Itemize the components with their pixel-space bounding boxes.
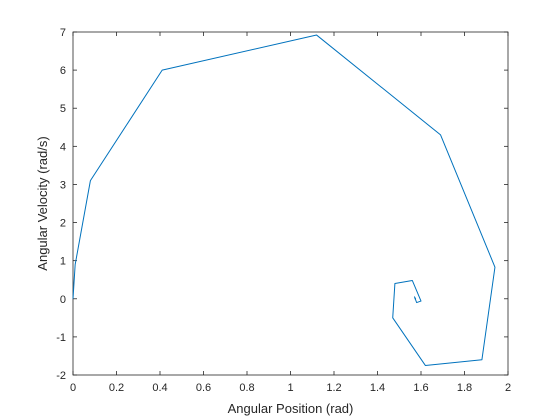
y-tick-label: 2 bbox=[60, 218, 66, 230]
y-tick-label: 7 bbox=[60, 27, 66, 39]
x-tick-label: 0.2 bbox=[109, 382, 124, 394]
y-tick-label: 6 bbox=[60, 65, 66, 77]
x-tick-label: 1.2 bbox=[326, 382, 341, 394]
x-tick-label: 0.4 bbox=[152, 382, 167, 394]
y-tick-label: 5 bbox=[60, 103, 66, 115]
y-tick-label: 1 bbox=[60, 256, 66, 268]
y-tick-label: 4 bbox=[60, 141, 66, 153]
y-tick-label: -2 bbox=[56, 370, 66, 382]
x-tick-label: 1.8 bbox=[457, 382, 472, 394]
x-tick-label: 1.4 bbox=[370, 382, 385, 394]
x-axis-label: Angular Position (rad) bbox=[228, 401, 354, 416]
y-tick-label: 0 bbox=[60, 294, 66, 306]
x-tick-label: 2 bbox=[505, 382, 511, 394]
y-tick-label: 3 bbox=[60, 179, 66, 191]
plot-area bbox=[72, 31, 509, 376]
y-tick-label: -1 bbox=[56, 332, 66, 344]
x-tick-label: 0.8 bbox=[239, 382, 254, 394]
x-tick-label: 1 bbox=[287, 382, 293, 394]
phase-trajectory-line bbox=[72, 34, 496, 366]
y-axis-label: Angular Velocity (rad/s) bbox=[35, 136, 50, 270]
x-tick-label: 1.6 bbox=[413, 382, 428, 394]
x-tick-label: 0 bbox=[70, 382, 76, 394]
x-tick-label: 0.6 bbox=[196, 382, 211, 394]
